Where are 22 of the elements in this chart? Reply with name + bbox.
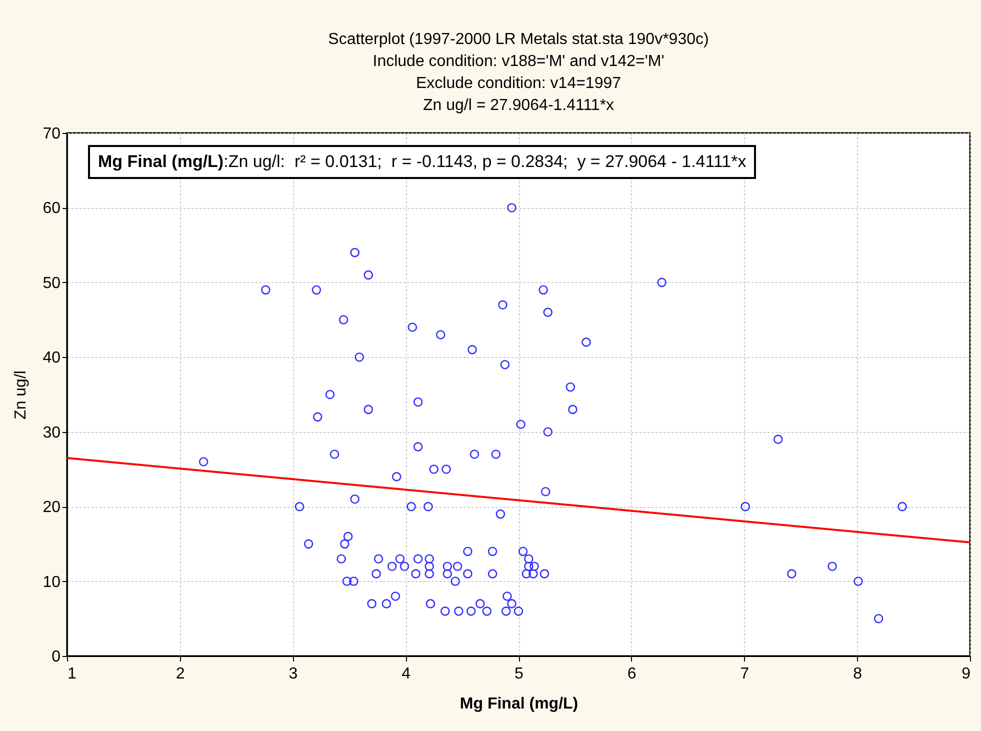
chart-title: Scatterplot (1997-2000 LR Metals stat.sta 190v*930c) [328,31,709,48]
x-tick-label: 9 [962,666,971,682]
x-tick-label: 2 [176,666,185,682]
y-tick-label: 70 [42,126,61,142]
y-tick-label: 30 [42,424,61,442]
y-tick-label: 20 [42,499,61,516]
x-tick-label: 8 [853,666,862,682]
y-tick-label: 10 [42,574,61,591]
chart-subtitle: Include condition: v188='M' and v142='M' Exclude condition: v14=1997 Zn ug/l = 27.9064-1.4111*x [372,53,664,114]
y-tick-label: 60 [42,200,61,218]
y-tick-label: 40 [42,350,61,367]
annotation: Mg Final (mg/L):Zn ug/l: r² = 0.0131; r = -0.1143, p = 0.2834; y = 27.9064 - 1.4111*x [98,152,746,171]
y-tick-label: 0 [52,648,61,666]
y-tick-label: 50 [42,274,61,292]
x-tick-label: 4 [402,666,411,682]
x-tick-label: 5 [514,666,524,682]
y-axis-title: Zn ug/l [12,370,30,420]
x-tick-label: 6 [627,666,636,682]
x-tick-label: 3 [288,666,298,682]
x-tick-label: 7 [740,666,750,682]
x-tick-label: 1 [68,666,76,682]
x-axis-title: Mg Final (mg/L) [460,696,578,712]
